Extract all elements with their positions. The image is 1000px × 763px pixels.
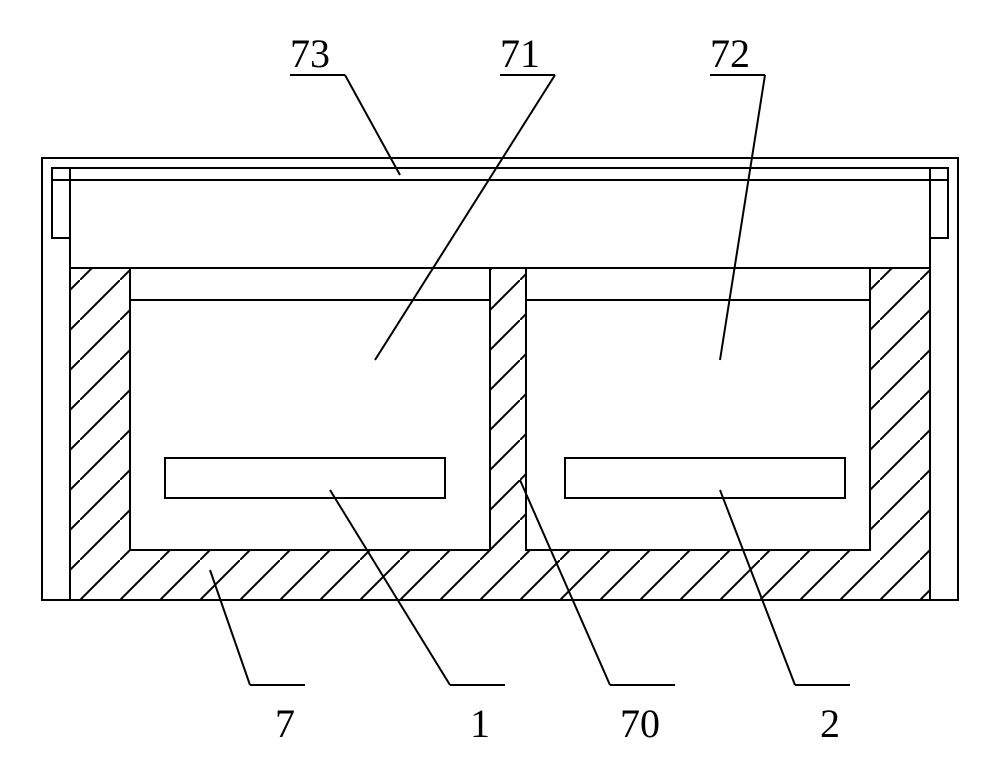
- label-72: 72: [710, 30, 750, 77]
- diagram-svg: [0, 0, 1000, 763]
- label-2: 2: [820, 700, 840, 747]
- label-7: 7: [275, 700, 295, 747]
- label-70: 70: [620, 700, 660, 747]
- cap-lid: [52, 168, 948, 268]
- body-walls: [70, 268, 930, 600]
- label-1: 1: [470, 700, 490, 747]
- label-71: 71: [500, 30, 540, 77]
- label-73: 73: [290, 30, 330, 77]
